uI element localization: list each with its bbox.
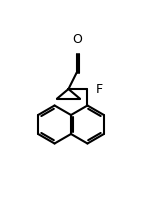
Text: O: O <box>73 33 83 46</box>
Text: F: F <box>95 83 103 95</box>
